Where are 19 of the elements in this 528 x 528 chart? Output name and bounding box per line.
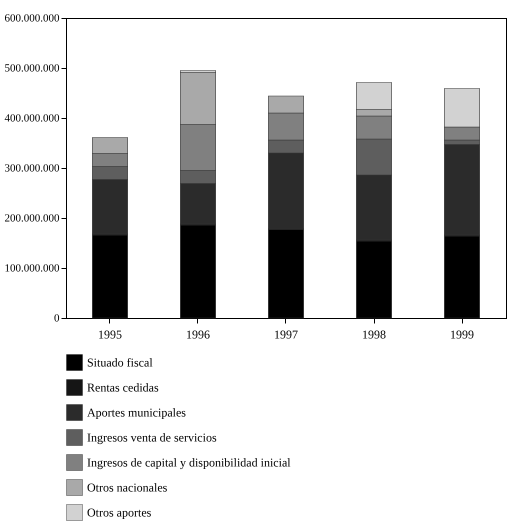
legend-label: Rentas cedidas xyxy=(87,380,159,394)
y-tick-label: 200.000.000 xyxy=(4,212,60,224)
x-tick-label: 1996 xyxy=(186,328,210,342)
x-tick-label: 1997 xyxy=(274,328,298,342)
y-tick-label: 400.000.000 xyxy=(4,112,60,124)
legend-label: Otros nacionales xyxy=(87,480,168,494)
legend-label: Ingresos de capital y disponibilidad inicial xyxy=(87,456,292,470)
x-tick-label: 1998 xyxy=(362,328,386,342)
y-tick-label: 0 xyxy=(54,312,60,324)
legend-label: Otros aportes xyxy=(87,506,152,520)
legend-label: Situado fiscal xyxy=(87,356,154,370)
y-tick-label: 300.000.000 xyxy=(4,162,60,174)
x-tick-label: 1995 xyxy=(98,328,122,342)
x-tick-label: 1999 xyxy=(450,328,474,342)
y-tick-label: 100.000.000 xyxy=(4,262,60,274)
y-tick-label: 600.000.000 xyxy=(4,12,60,24)
legend-label: Aportes municipales xyxy=(87,406,186,420)
legend-label: Ingresos venta de servicios xyxy=(87,430,217,444)
y-tick-label: 500.000.000 xyxy=(4,62,60,74)
